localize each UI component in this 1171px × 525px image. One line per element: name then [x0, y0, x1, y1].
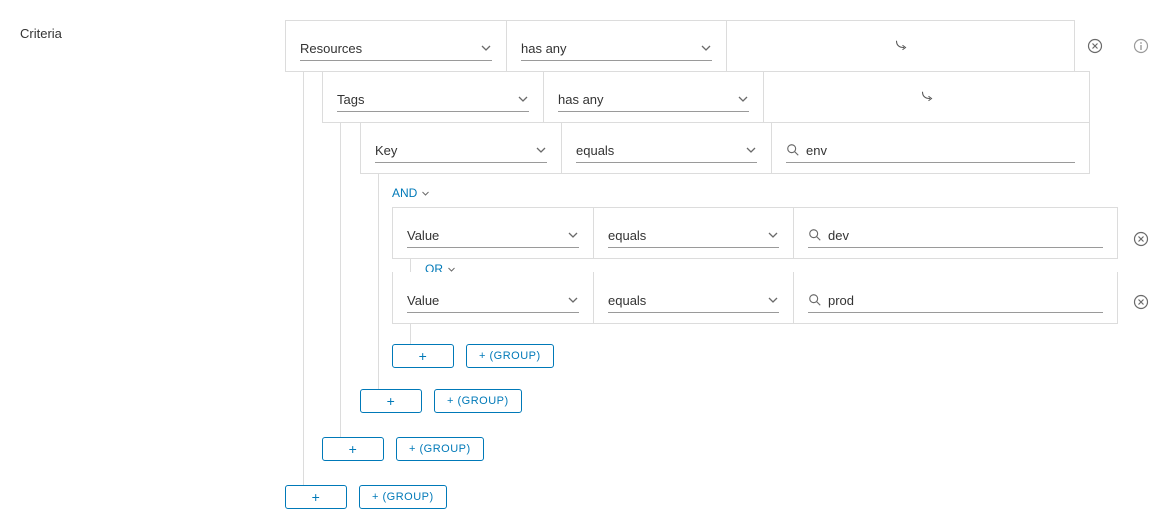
indent-arrow-icon	[918, 88, 936, 106]
chevron-down-icon	[737, 93, 749, 105]
field-select[interactable]: Key	[361, 123, 561, 173]
remove-row-icon[interactable]	[1133, 231, 1149, 247]
value-text: prod	[828, 293, 1103, 308]
operator-select[interactable]: equals	[593, 272, 793, 323]
info-icon[interactable]	[1133, 38, 1149, 54]
field-select[interactable]: Value	[393, 208, 593, 258]
search-icon	[808, 228, 822, 242]
chevron-down-icon	[700, 42, 712, 54]
criteria-row-key: Key equals env	[360, 122, 1090, 174]
field-value: Value	[407, 228, 567, 243]
chevron-down-icon	[480, 42, 492, 54]
search-icon	[808, 293, 822, 307]
logic-operator-label: AND	[392, 186, 417, 200]
operator-select[interactable]: has any	[506, 21, 726, 71]
operator-value: has any	[558, 92, 737, 107]
chevron-down-icon	[535, 144, 547, 156]
operator-select[interactable]: equals	[561, 123, 771, 173]
value-input-cell[interactable]: env	[771, 123, 1089, 173]
operator-value: equals	[576, 143, 745, 158]
chevron-down-icon	[567, 294, 579, 306]
field-select[interactable]: Resources	[286, 21, 506, 71]
value-text: env	[806, 143, 1075, 158]
field-select[interactable]: Tags	[323, 72, 543, 122]
remove-row-icon[interactable]	[1133, 294, 1149, 310]
logic-operator-and[interactable]: AND	[392, 186, 430, 200]
field-value: Tags	[337, 92, 517, 107]
section-label: Criteria	[20, 26, 62, 41]
add-group-button[interactable]: + (GROUP)	[434, 389, 522, 413]
criteria-builder: Criteria Resources has any Tags	[0, 0, 1171, 525]
add-sibling-button[interactable]: +	[285, 485, 347, 509]
value-text: dev	[828, 228, 1103, 243]
chevron-down-icon	[767, 229, 779, 241]
add-group-button[interactable]: + (GROUP)	[396, 437, 484, 461]
field-value: Key	[375, 143, 535, 158]
operator-value: has any	[521, 41, 700, 56]
expand-cell[interactable]	[763, 72, 1089, 122]
operator-select[interactable]: has any	[543, 72, 763, 122]
criteria-row-resources: Resources has any	[285, 20, 1075, 72]
add-sibling-button[interactable]: +	[392, 344, 454, 368]
operator-select[interactable]: equals	[593, 208, 793, 258]
chevron-down-icon	[767, 294, 779, 306]
connector-line	[303, 72, 304, 497]
expand-cell[interactable]	[726, 21, 1074, 71]
value-input-cell[interactable]: dev	[793, 208, 1117, 258]
remove-row-icon[interactable]	[1087, 38, 1103, 54]
indent-arrow-icon	[892, 37, 910, 55]
connector-line	[340, 123, 341, 449]
connector-line	[378, 174, 379, 401]
field-select[interactable]: Value	[393, 272, 593, 323]
chevron-down-icon	[745, 144, 757, 156]
add-group-button[interactable]: + (GROUP)	[359, 485, 447, 509]
add-sibling-button[interactable]: +	[322, 437, 384, 461]
field-value: Resources	[300, 41, 480, 56]
operator-value: equals	[608, 228, 767, 243]
chevron-down-icon	[421, 189, 430, 198]
criteria-row-tags: Tags has any	[322, 71, 1090, 123]
value-input-cell[interactable]: prod	[793, 272, 1117, 323]
field-value: Value	[407, 293, 567, 308]
chevron-down-icon	[567, 229, 579, 241]
add-sibling-button[interactable]: +	[360, 389, 422, 413]
search-icon	[786, 143, 800, 157]
operator-value: equals	[608, 293, 767, 308]
criteria-row-value: Value equals dev	[392, 207, 1118, 259]
chevron-down-icon	[517, 93, 529, 105]
criteria-row-value: Value equals prod	[392, 272, 1118, 324]
add-group-button[interactable]: + (GROUP)	[466, 344, 554, 368]
